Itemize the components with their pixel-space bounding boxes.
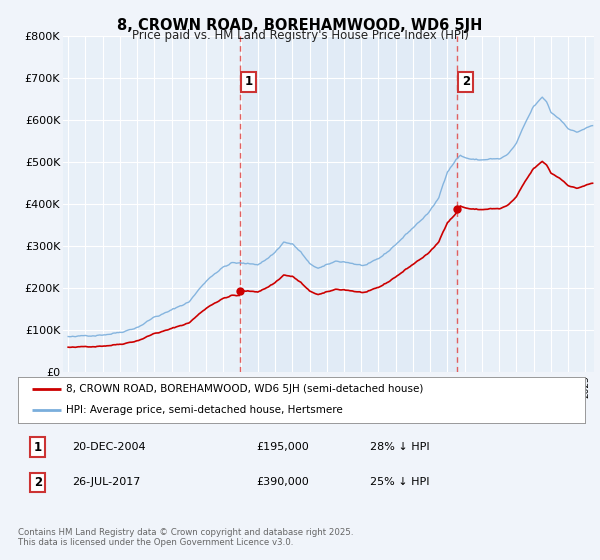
Text: £390,000: £390,000 <box>256 478 309 487</box>
Text: 2: 2 <box>461 75 470 88</box>
Text: 1: 1 <box>34 441 42 454</box>
Text: 28% ↓ HPI: 28% ↓ HPI <box>370 442 429 452</box>
Text: 1: 1 <box>245 75 253 88</box>
Text: 20-DEC-2004: 20-DEC-2004 <box>72 442 145 452</box>
Text: 25% ↓ HPI: 25% ↓ HPI <box>370 478 429 487</box>
Text: Price paid vs. HM Land Registry's House Price Index (HPI): Price paid vs. HM Land Registry's House … <box>131 29 469 42</box>
Text: HPI: Average price, semi-detached house, Hertsmere: HPI: Average price, semi-detached house,… <box>66 405 343 416</box>
Text: Contains HM Land Registry data © Crown copyright and database right 2025.
This d: Contains HM Land Registry data © Crown c… <box>18 528 353 547</box>
Bar <box>240 36 457 372</box>
Text: 26-JUL-2017: 26-JUL-2017 <box>72 478 140 487</box>
Text: 2: 2 <box>34 476 42 489</box>
Text: 8, CROWN ROAD, BOREHAMWOOD, WD6 5JH: 8, CROWN ROAD, BOREHAMWOOD, WD6 5JH <box>118 18 482 33</box>
Text: 8, CROWN ROAD, BOREHAMWOOD, WD6 5JH (semi-detached house): 8, CROWN ROAD, BOREHAMWOOD, WD6 5JH (sem… <box>66 384 424 394</box>
Text: £195,000: £195,000 <box>256 442 309 452</box>
